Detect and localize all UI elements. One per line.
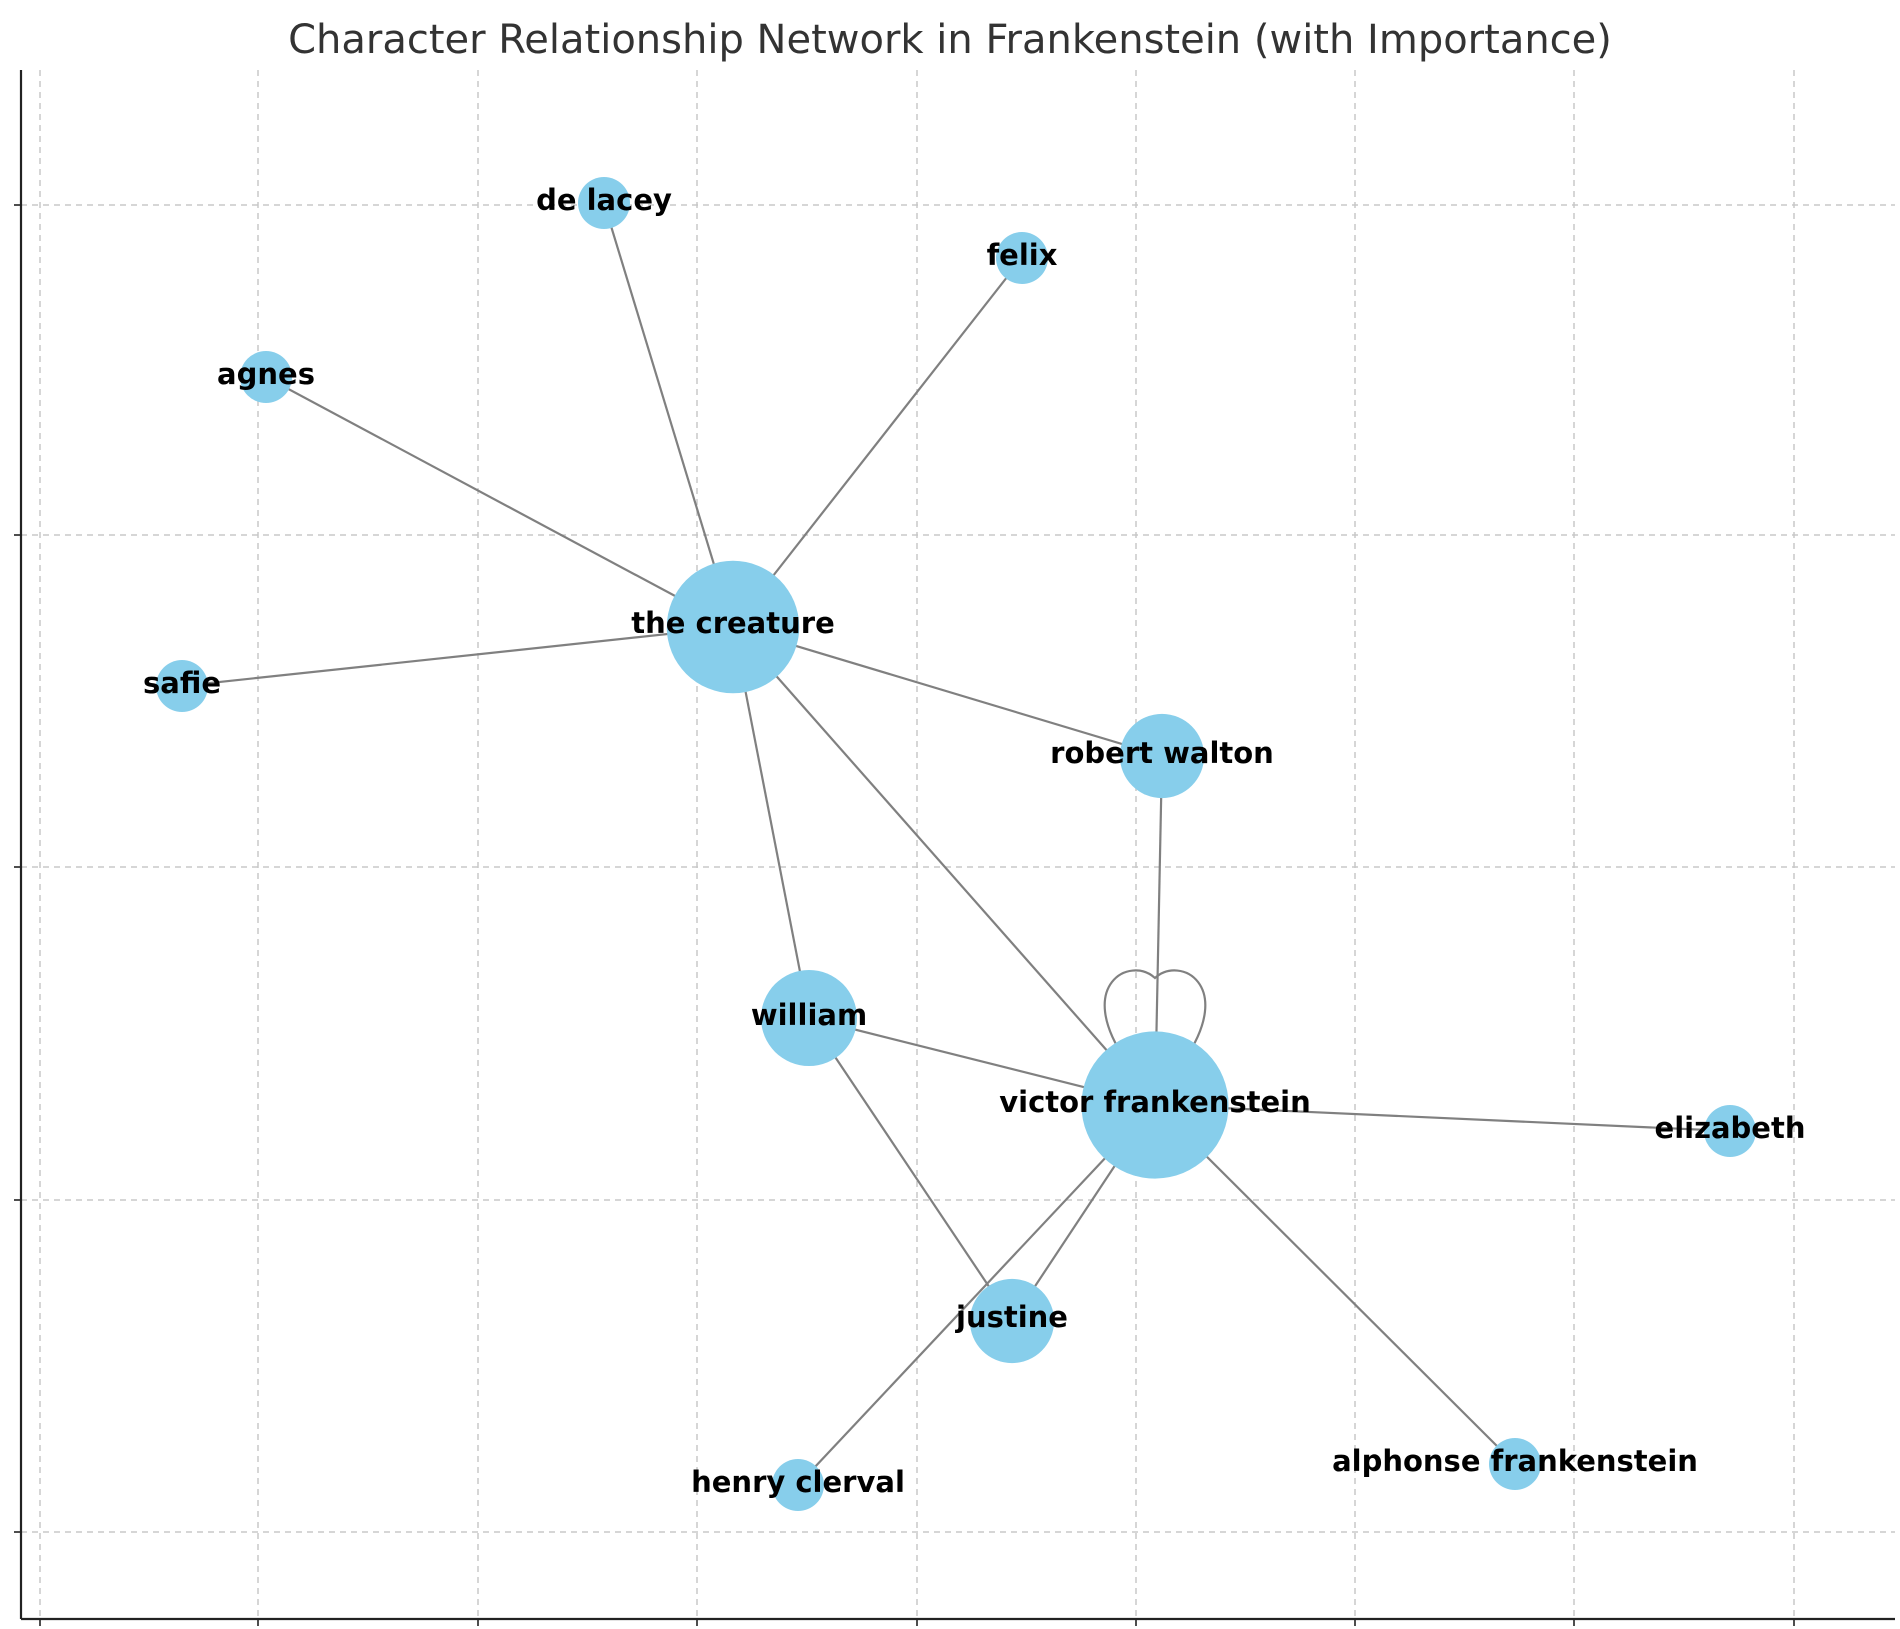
label-elizabeth: elizabeth xyxy=(1655,1111,1806,1145)
edge-victor-frankenstein-henry-clerval xyxy=(797,1104,1156,1486)
node-victor-frankenstein xyxy=(1081,1031,1229,1179)
node-agnes xyxy=(240,351,292,403)
nodes xyxy=(156,177,1756,1511)
edge-the-creature-agnes xyxy=(265,376,734,628)
edge-victor-frankenstein-elizabeth xyxy=(1154,1103,1731,1133)
label-safie: safie xyxy=(143,666,221,700)
edge-the-creature-felix xyxy=(732,257,1023,628)
edge-william-justine xyxy=(808,1017,1013,1322)
label-alphonse-frankenstein: alphonse frankenstein xyxy=(1332,1444,1698,1478)
edges xyxy=(181,202,1731,1486)
labels: victor frankenstein the creature robert wa… xyxy=(143,183,1805,1499)
label-william: william xyxy=(751,998,867,1032)
node-elizabeth xyxy=(1704,1105,1756,1157)
edge-the-creature-safie xyxy=(181,625,734,688)
edge-the-creature-william xyxy=(731,626,811,1019)
label-agnes: agnes xyxy=(217,357,315,391)
edge-self-loop-victor-frankenstein xyxy=(1103,969,1207,1060)
chart-title: Character Relationship Network in Franke… xyxy=(288,17,1612,63)
grid xyxy=(21,70,1895,1619)
node-felix xyxy=(996,232,1048,284)
edge-the-creature-de-lacey xyxy=(602,202,735,628)
label-the-creature: the creature xyxy=(631,606,834,640)
node-henry-clerval xyxy=(772,1459,824,1511)
node-alphonse-frankenstein xyxy=(1489,1438,1541,1490)
node-robert-walton xyxy=(1119,713,1205,799)
node-de-lacey xyxy=(578,177,630,229)
edge-the-creature-victor-frankenstein xyxy=(732,626,1156,1106)
label-henry-clerval: henry clerval xyxy=(691,1465,905,1499)
label-justine: justine xyxy=(955,1300,1068,1334)
label-de-lacey: de lacey xyxy=(536,183,672,217)
edge-victor-frankenstein-alphonse-frankenstein xyxy=(1154,1104,1516,1465)
label-felix: felix xyxy=(987,238,1058,272)
edge-the-creature-robert-walton xyxy=(732,625,1163,758)
node-safie xyxy=(156,660,208,712)
node-william xyxy=(761,970,857,1066)
node-the-creature xyxy=(666,560,800,694)
axes xyxy=(14,70,1895,1626)
label-robert-walton: robert walton xyxy=(1050,736,1274,770)
node-justine xyxy=(969,1278,1055,1364)
label-victor-frankenstein: victor frankenstein xyxy=(999,1085,1311,1119)
